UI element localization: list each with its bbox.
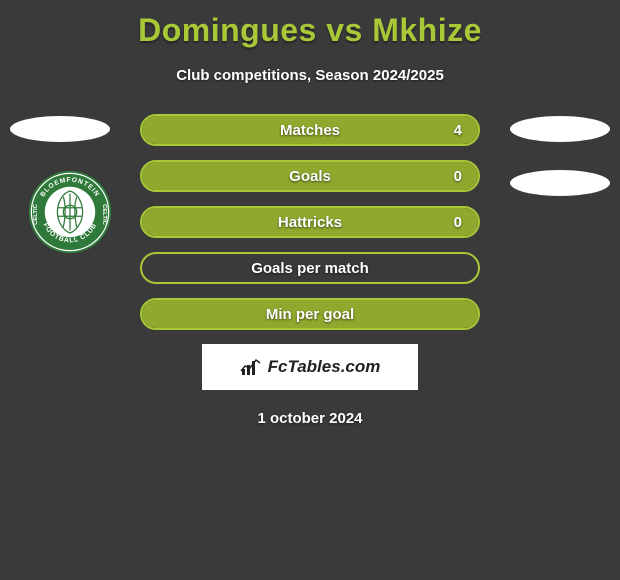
subtitle: Club competitions, Season 2024/2025 [0,67,620,84]
svg-text:CELTIC: CELTIC [101,204,107,225]
left-player-ellipse-1 [10,116,110,142]
club-badge-icon: BLOEMFONTEIN FOOTBALL CLUB CELTIC CELTIC [28,170,112,254]
stat-row: Hattricks 0 [140,206,480,238]
stat-value: 4 [454,122,462,139]
stat-row: Goals 0 [140,160,480,192]
stat-row: Matches 4 [140,114,480,146]
brand-banner: FcTables.com [202,344,418,390]
stat-label: Goals [289,168,331,185]
stat-value: 0 [454,168,462,185]
stat-label: Hattricks [278,214,342,231]
stat-label: Min per goal [266,306,354,323]
stat-row: Goals per match [140,252,480,284]
stat-value: 0 [454,214,462,231]
brand-label: FcTables.com [268,357,381,377]
comparison-area: BLOEMFONTEIN FOOTBALL CLUB CELTIC CELTIC… [0,114,620,427]
stat-bars: Matches 4 Goals 0 Hattricks 0 Goals per match M… [140,114,480,330]
stat-row: Min per goal [140,298,480,330]
stat-label: Goals per match [251,260,369,277]
date-label: 1 october 2024 [0,410,620,427]
chart-icon [240,357,262,377]
svg-text:CELTIC: CELTIC [33,203,39,224]
left-club-badge: BLOEMFONTEIN FOOTBALL CLUB CELTIC CELTIC [28,170,112,254]
right-player-ellipse-1 [510,116,610,142]
right-player-ellipse-2 [510,170,610,196]
page-title: Domingues vs Mkhize [0,0,620,49]
stat-label: Matches [280,122,340,139]
